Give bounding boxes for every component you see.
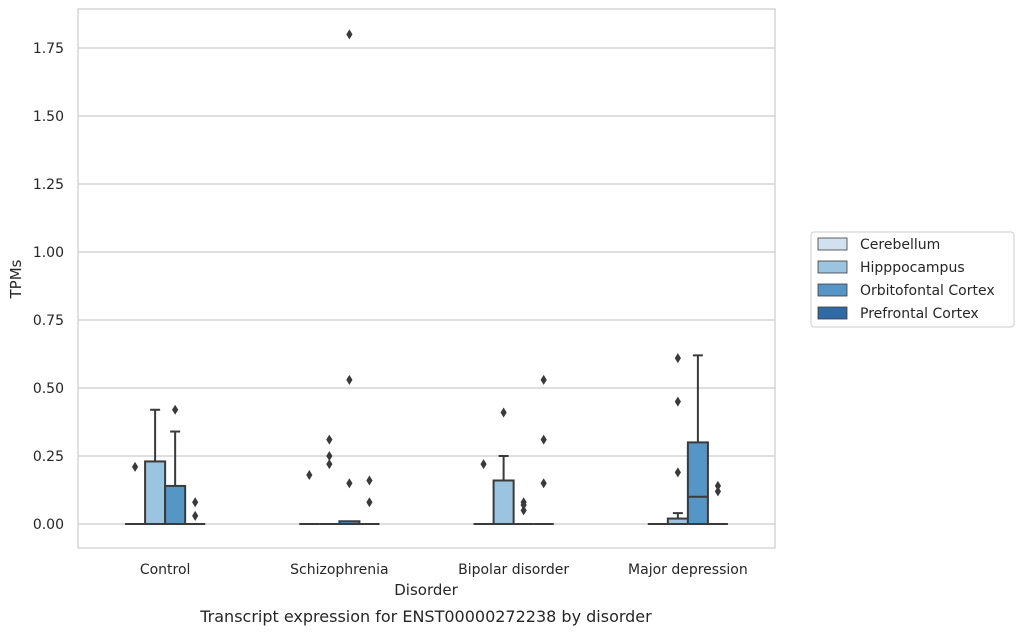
chart-caption: Transcript expression for ENST0000027223… bbox=[199, 607, 652, 626]
box-group bbox=[492, 407, 515, 526]
box-group bbox=[707, 480, 728, 525]
y-axis-ticks: 0.00 0.25 0.50 0.75 1.00 1.25 1.50 1.75 bbox=[33, 41, 64, 533]
outlier-point bbox=[366, 475, 373, 486]
outlier-point bbox=[674, 353, 681, 364]
outlier-point bbox=[326, 434, 333, 445]
y-tick-label: 0.00 bbox=[33, 517, 64, 533]
outlier-point bbox=[192, 510, 199, 521]
outlier-point bbox=[346, 374, 353, 385]
outlier-point bbox=[346, 478, 353, 489]
outlier-point bbox=[714, 486, 722, 497]
x-tick-label: Control bbox=[140, 562, 191, 578]
y-tick-label: 1.25 bbox=[33, 177, 64, 193]
outlier-point bbox=[714, 480, 722, 491]
outlier-point bbox=[520, 505, 527, 516]
box-iqr bbox=[144, 460, 167, 526]
box-group bbox=[513, 497, 534, 525]
box-group bbox=[185, 497, 206, 525]
outlier-point bbox=[172, 404, 179, 415]
box-group bbox=[164, 404, 187, 526]
outlier-point bbox=[480, 459, 487, 470]
legend-swatch bbox=[817, 283, 848, 297]
legend-label: Prefrontal Cortex bbox=[860, 306, 979, 322]
box-plots bbox=[125, 29, 728, 526]
outlier-point bbox=[500, 407, 507, 418]
box-group bbox=[359, 475, 380, 525]
y-tick-label: 1.75 bbox=[33, 41, 64, 57]
legend-items: Cerebellum Hipppocampus Orbitofontal Corte… bbox=[817, 237, 995, 322]
y-tick-label: 0.75 bbox=[33, 313, 64, 329]
box-group bbox=[144, 408, 167, 526]
outlier-point bbox=[326, 451, 333, 461]
y-axis-title: TPMs bbox=[7, 259, 25, 299]
outlier-point bbox=[540, 374, 547, 385]
outlier-point bbox=[520, 499, 527, 510]
outlier-point bbox=[540, 434, 547, 445]
outlier-point bbox=[674, 396, 681, 407]
x-tick-label: Major depression bbox=[628, 562, 748, 578]
box-group bbox=[338, 29, 361, 526]
box-group bbox=[686, 354, 709, 525]
gridlines bbox=[78, 47, 775, 525]
outlier-point bbox=[540, 478, 547, 489]
legend-frame bbox=[810, 231, 1015, 328]
plot-area-frame bbox=[77, 8, 776, 549]
outlier-point bbox=[366, 497, 373, 508]
x-tick-label: Bipolar disorder bbox=[458, 562, 569, 578]
box-iqr bbox=[164, 484, 187, 526]
box-group bbox=[666, 353, 689, 525]
box-iqr bbox=[492, 479, 515, 526]
outlier-point bbox=[326, 459, 333, 470]
legend: Cerebellum Hipppocampus Orbitofontal Corte… bbox=[810, 231, 1015, 328]
box-group bbox=[319, 434, 340, 525]
legend-label: Cerebellum bbox=[860, 237, 940, 253]
box-group bbox=[533, 374, 554, 525]
x-tick-label: Schizophrenia bbox=[290, 562, 388, 578]
box-iqr bbox=[686, 441, 709, 525]
legend-swatch bbox=[817, 260, 848, 274]
box-group bbox=[125, 461, 146, 525]
y-tick-label: 1.00 bbox=[33, 245, 64, 261]
outlier-point bbox=[131, 461, 139, 472]
legend-label: Hipppocampus bbox=[860, 260, 965, 276]
legend-label: Orbitofontal Cortex bbox=[860, 283, 995, 299]
x-axis-ticks: Control Schizophrenia Bipolar disorder Majo… bbox=[140, 562, 748, 578]
y-tick-label: 0.50 bbox=[33, 381, 64, 397]
box-group bbox=[473, 459, 494, 525]
y-tick-label: 0.25 bbox=[33, 449, 64, 465]
y-tick-label: 1.50 bbox=[33, 109, 64, 125]
outlier-point bbox=[306, 470, 313, 481]
x-axis-title: Disorder bbox=[394, 581, 458, 599]
outlier-point bbox=[192, 497, 199, 508]
box-group bbox=[299, 470, 320, 525]
legend-swatch bbox=[817, 237, 848, 251]
legend-swatch bbox=[817, 306, 848, 320]
outlier-point bbox=[346, 29, 353, 40]
outlier-point bbox=[674, 467, 681, 478]
